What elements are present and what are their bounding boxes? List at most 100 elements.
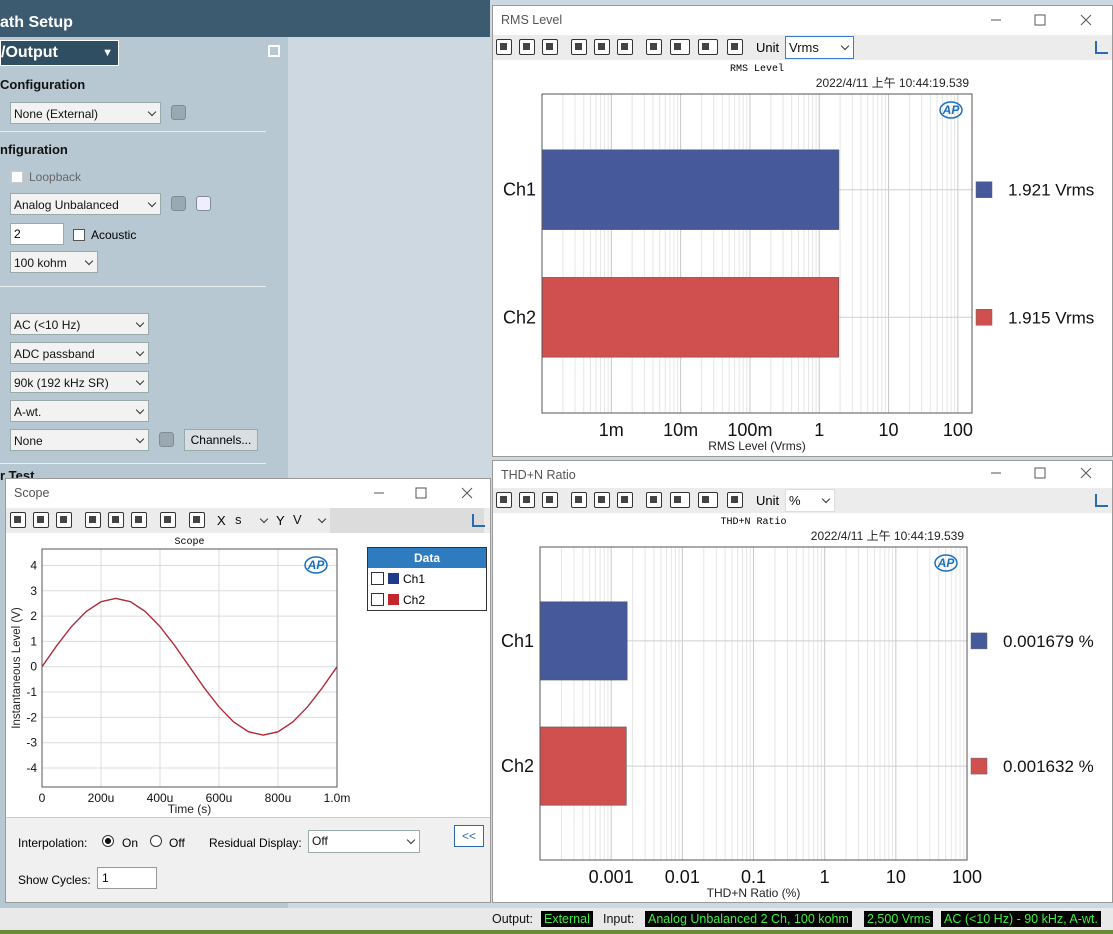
dropdown-arrow: ▼ <box>102 47 113 59</box>
logo: AP <box>942 103 961 117</box>
undock-icon[interactable] <box>472 514 485 527</box>
tool-icon[interactable] <box>519 492 535 508</box>
level-value: 2,500 Vrms <box>864 911 934 927</box>
legend-swatch <box>388 594 399 605</box>
tool-icon[interactable] <box>542 492 558 508</box>
tool-icon[interactable] <box>670 492 690 508</box>
thd-window: THD+N Ratio Unit % THD+N Ratio 2022/4/11 … <box>492 460 1113 903</box>
tool-icon[interactable] <box>646 492 662 508</box>
tool-icon[interactable] <box>131 512 147 528</box>
window-controls[interactable] <box>983 11 1103 29</box>
y-tick-label: 3 <box>30 584 37 598</box>
tool-icon[interactable] <box>698 492 718 508</box>
tool-icon[interactable] <box>594 492 610 508</box>
y-tick-label: 1 <box>30 634 37 648</box>
input-value: Analog Unbalanced 2 Ch, 100 kohm <box>645 911 852 927</box>
generator-select[interactable]: None (External) <box>10 102 161 124</box>
tool-icon[interactable] <box>189 512 205 528</box>
channel-select[interactable]: None <box>10 429 149 451</box>
settings-button[interactable] <box>159 432 174 447</box>
radio-off-label: Off <box>169 836 185 850</box>
toolbar-filler <box>330 508 484 533</box>
panel-title: ath Setup <box>0 14 73 31</box>
undock-icon[interactable] <box>1095 494 1108 507</box>
connector-select[interactable]: Analog Unbalanced <box>10 193 161 215</box>
tool-icon[interactable] <box>727 39 743 55</box>
radio-on[interactable] <box>102 835 114 847</box>
tool-icon[interactable] <box>727 492 743 508</box>
settings-button[interactable] <box>171 196 186 211</box>
loopback-checkbox[interactable] <box>11 171 23 183</box>
y-unit-select[interactable]: V <box>290 510 330 531</box>
tool-icon[interactable] <box>670 39 690 55</box>
tool-icon[interactable] <box>496 492 512 508</box>
info-button[interactable] <box>196 196 211 211</box>
tool-icon[interactable] <box>160 512 176 528</box>
x-unit-select[interactable]: s <box>232 510 272 531</box>
tool-icon[interactable] <box>85 512 101 528</box>
legend-swatch <box>388 573 399 584</box>
logo: AP <box>937 556 956 570</box>
tool-icon[interactable] <box>542 39 558 55</box>
settings-button[interactable] <box>171 105 186 120</box>
acoustic-checkbox[interactable] <box>73 229 85 241</box>
timestamp: 2022/4/11 上午 10:44:19.539 <box>816 76 970 90</box>
unit-select[interactable]: Vrms <box>785 36 854 59</box>
window-title: THD+N Ratio <box>501 468 576 482</box>
legend-checkbox[interactable] <box>371 572 384 585</box>
rms-chart: RMS Level 2022/4/11 上午 10:44:19.539 1m 10m 1… <box>503 63 1094 453</box>
collapse-button[interactable]: << <box>454 825 484 847</box>
plot-border <box>539 546 968 861</box>
x-tick-label: 100 <box>943 420 973 440</box>
window-controls[interactable] <box>366 484 486 502</box>
acoustic-label: Acoustic <box>91 228 137 242</box>
x-axis-label: THD+N Ratio (%) <box>707 886 801 900</box>
window-titlebar: RMS Level <box>493 6 1112 33</box>
residual-select[interactable]: Off <box>308 830 420 853</box>
radio-on-label: On <box>122 836 139 850</box>
thd-chart: THD+N Ratio 2022/4/11 上午 10:44:19.539 0.00… <box>501 516 1094 900</box>
tool-icon[interactable] <box>571 39 587 55</box>
tool-icon[interactable] <box>496 39 512 55</box>
value-label: 0.001632 % <box>1003 757 1094 776</box>
undock-icon[interactable] <box>1095 41 1108 54</box>
tool-icon[interactable] <box>617 492 633 508</box>
channels-spinner[interactable]: 2 <box>10 223 64 245</box>
unit-select[interactable]: % <box>785 489 835 512</box>
tool-icon[interactable] <box>108 512 124 528</box>
interpolation-label: Interpolation: <box>18 836 88 850</box>
tool-icon[interactable] <box>519 39 535 55</box>
coupling-select[interactable]: AC (<10 Hz) <box>10 313 149 335</box>
legend-checkbox[interactable] <box>371 593 384 606</box>
cycles-spinner[interactable]: 1 <box>97 867 157 889</box>
input-heading: nfiguration <box>0 142 68 157</box>
tool-icon[interactable] <box>33 512 49 528</box>
filter-select[interactable]: 90k (192 kHz SR) <box>10 371 149 393</box>
tool-icon[interactable] <box>698 39 718 55</box>
chart-title: Scope <box>174 537 204 548</box>
x-tick-label: 1m <box>599 420 624 440</box>
x-tick-label: 1 <box>814 420 824 440</box>
bandwidth-select[interactable]: ADC passband <box>10 342 149 364</box>
loopback-label: Loopback <box>29 170 82 184</box>
x-axis-label: Time (s) <box>168 802 212 816</box>
legend-swatch <box>975 309 993 326</box>
tool-icon[interactable] <box>617 39 633 55</box>
tool-icon[interactable] <box>56 512 72 528</box>
impedance-select[interactable]: 100 kohm <box>10 251 98 273</box>
section-dropdown[interactable]: /Output ▼ <box>0 40 119 66</box>
x-tick-label: 400u <box>147 791 174 805</box>
window-titlebar: THD+N Ratio <box>493 461 1112 488</box>
category-label: Ch1 <box>501 631 534 651</box>
tool-icon[interactable] <box>646 39 662 55</box>
status-bar: Output: External Input: Analog Unbalance… <box>0 908 1113 930</box>
tool-icon[interactable] <box>571 492 587 508</box>
window-controls[interactable] <box>983 464 1103 482</box>
tool-icon[interactable] <box>594 39 610 55</box>
tool-icon[interactable] <box>10 512 26 528</box>
weighting-select[interactable]: A-wt. <box>10 400 149 422</box>
radio-off[interactable] <box>150 835 162 847</box>
undock-icon[interactable] <box>268 45 280 57</box>
channels-button[interactable]: Channels... <box>184 429 258 451</box>
